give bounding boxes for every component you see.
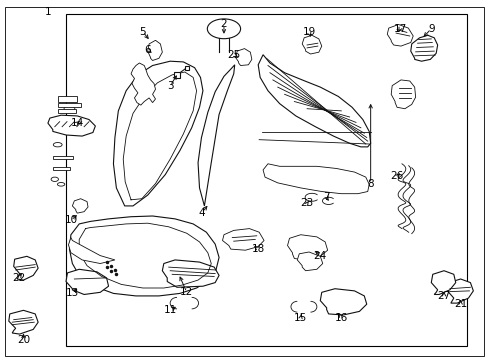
Polygon shape: [386, 24, 412, 46]
Text: 14: 14: [70, 118, 84, 128]
Polygon shape: [287, 235, 327, 260]
Polygon shape: [447, 279, 472, 303]
Text: 4: 4: [198, 208, 204, 218]
Polygon shape: [410, 35, 437, 61]
Text: 23: 23: [300, 198, 313, 208]
Polygon shape: [302, 35, 321, 54]
Text: 8: 8: [366, 179, 373, 189]
Ellipse shape: [64, 106, 75, 112]
Polygon shape: [48, 115, 95, 136]
Polygon shape: [258, 55, 370, 147]
Polygon shape: [263, 164, 368, 194]
Polygon shape: [131, 63, 155, 105]
Bar: [53, 156, 73, 159]
Polygon shape: [320, 289, 366, 315]
Polygon shape: [297, 252, 322, 271]
Text: 19: 19: [302, 27, 315, 37]
Ellipse shape: [207, 19, 240, 39]
Text: 22: 22: [12, 273, 25, 283]
Polygon shape: [72, 199, 88, 213]
Bar: [58, 103, 81, 107]
Text: 25: 25: [226, 50, 240, 60]
Ellipse shape: [58, 183, 64, 186]
Polygon shape: [222, 229, 264, 250]
Text: 27: 27: [436, 291, 450, 301]
Text: 18: 18: [251, 244, 264, 254]
Polygon shape: [390, 80, 415, 109]
Text: 2: 2: [220, 19, 227, 30]
Polygon shape: [113, 61, 203, 206]
Polygon shape: [14, 256, 38, 280]
Polygon shape: [68, 238, 115, 264]
Bar: [58, 96, 77, 102]
Text: 7: 7: [323, 192, 329, 202]
Text: 26: 26: [389, 171, 403, 181]
Ellipse shape: [53, 143, 62, 147]
Text: 9: 9: [427, 24, 434, 34]
Bar: [53, 167, 70, 170]
Text: 6: 6: [144, 45, 151, 55]
Text: 13: 13: [65, 288, 79, 298]
Text: 15: 15: [293, 312, 307, 323]
Text: 21: 21: [453, 299, 467, 309]
Polygon shape: [9, 310, 38, 334]
Text: 17: 17: [392, 24, 406, 34]
Polygon shape: [66, 269, 108, 294]
Polygon shape: [147, 40, 162, 60]
Polygon shape: [69, 216, 219, 296]
Bar: [66, 14, 466, 346]
Polygon shape: [235, 49, 251, 66]
Text: 3: 3: [166, 81, 173, 91]
Text: 24: 24: [313, 251, 326, 261]
Text: 1: 1: [44, 6, 51, 17]
Text: 11: 11: [163, 305, 177, 315]
Bar: [58, 109, 76, 113]
Polygon shape: [198, 65, 234, 206]
Polygon shape: [430, 271, 455, 294]
Ellipse shape: [51, 177, 59, 181]
Text: 16: 16: [334, 312, 347, 323]
Text: 20: 20: [17, 335, 30, 345]
Polygon shape: [162, 260, 219, 287]
Text: 10: 10: [64, 215, 77, 225]
Text: 12: 12: [180, 287, 193, 297]
Text: 5: 5: [139, 27, 146, 37]
